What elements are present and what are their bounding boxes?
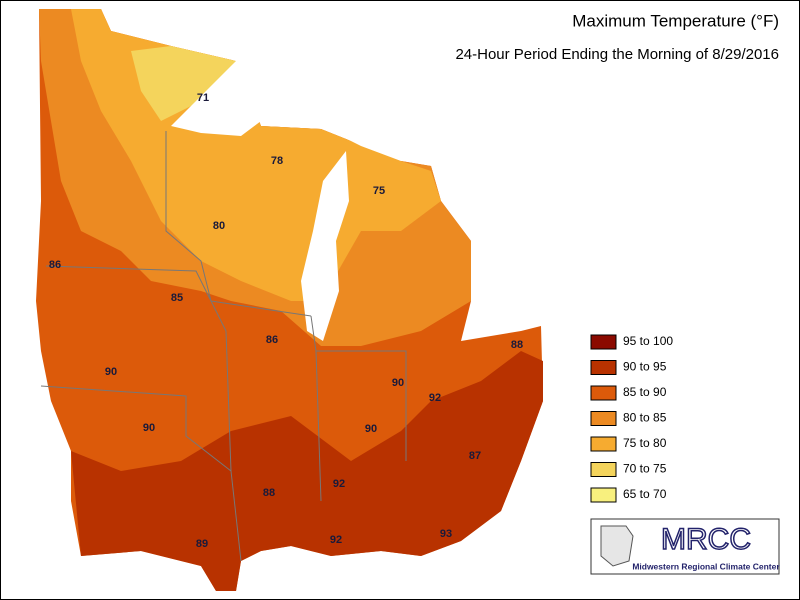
contour-label: 90	[392, 377, 404, 389]
contour-label: 86	[266, 334, 278, 346]
contour-label: 78	[271, 155, 283, 167]
legend-label: 80 to 85	[623, 411, 667, 425]
legend-swatch	[590, 385, 617, 401]
legend-label: 70 to 75	[623, 462, 667, 476]
contour-label: 80	[213, 220, 225, 232]
contour-label: 90	[105, 366, 117, 378]
map-subtitle: 24-Hour Period Ending the Morning of 8/2…	[455, 46, 779, 63]
legend: 95 to 100 90 to 95 85 to 90 80 to 85 75 to 8…	[590, 334, 673, 503]
legend-swatch	[590, 462, 617, 477]
contour-label: 85	[171, 292, 183, 304]
contour-label: 75	[373, 185, 385, 197]
state-borders	[45, 265, 312, 317]
lake-superior	[111, 9, 431, 161]
contour-label: 89	[196, 538, 208, 550]
logo-name: MRCC	[661, 523, 751, 556]
map	[36, 9, 543, 591]
contour-label: 93	[440, 528, 452, 540]
contour-label: 92	[429, 392, 441, 404]
contour-label: 92	[330, 534, 342, 546]
logo: MRCC Midwestern Regional Climate Center	[590, 518, 780, 575]
legend-label: 85 to 90	[623, 385, 667, 399]
legend-swatch	[590, 436, 617, 452]
state-borders	[40, 385, 242, 562]
map-title: Maximum Temperature (°F)	[572, 11, 779, 30]
logo-icon	[600, 525, 634, 567]
zone-90-95	[71, 351, 543, 591]
contour-label: 87	[469, 450, 481, 462]
legend-label: 65 to 70	[623, 487, 667, 501]
contour-label: 88	[511, 339, 523, 351]
lake-michigan	[301, 151, 349, 341]
state-borders	[316, 350, 407, 461]
legend-swatch	[590, 411, 617, 426]
contour-label: 86	[49, 259, 61, 271]
zone-70-75	[131, 46, 236, 121]
map-labels: 71 78 75 80 86 85 86 88 90 90 92 90 90 8…	[49, 92, 523, 550]
contour-label: 88	[263, 487, 275, 499]
contour-label: 90	[143, 422, 155, 434]
legend-swatch	[590, 487, 617, 503]
state-borders	[165, 131, 232, 472]
logo-full-name: Midwestern Regional Climate Center	[632, 561, 780, 571]
legend-label: 95 to 100	[623, 334, 673, 348]
legend-swatch	[590, 360, 617, 375]
contour-label: 71	[197, 92, 209, 104]
legend-label: 90 to 95	[623, 360, 667, 374]
contour-label: 90	[365, 423, 377, 435]
legend-swatch	[590, 334, 617, 350]
legend-label: 75 to 80	[623, 436, 667, 450]
contour-label: 92	[333, 478, 345, 490]
